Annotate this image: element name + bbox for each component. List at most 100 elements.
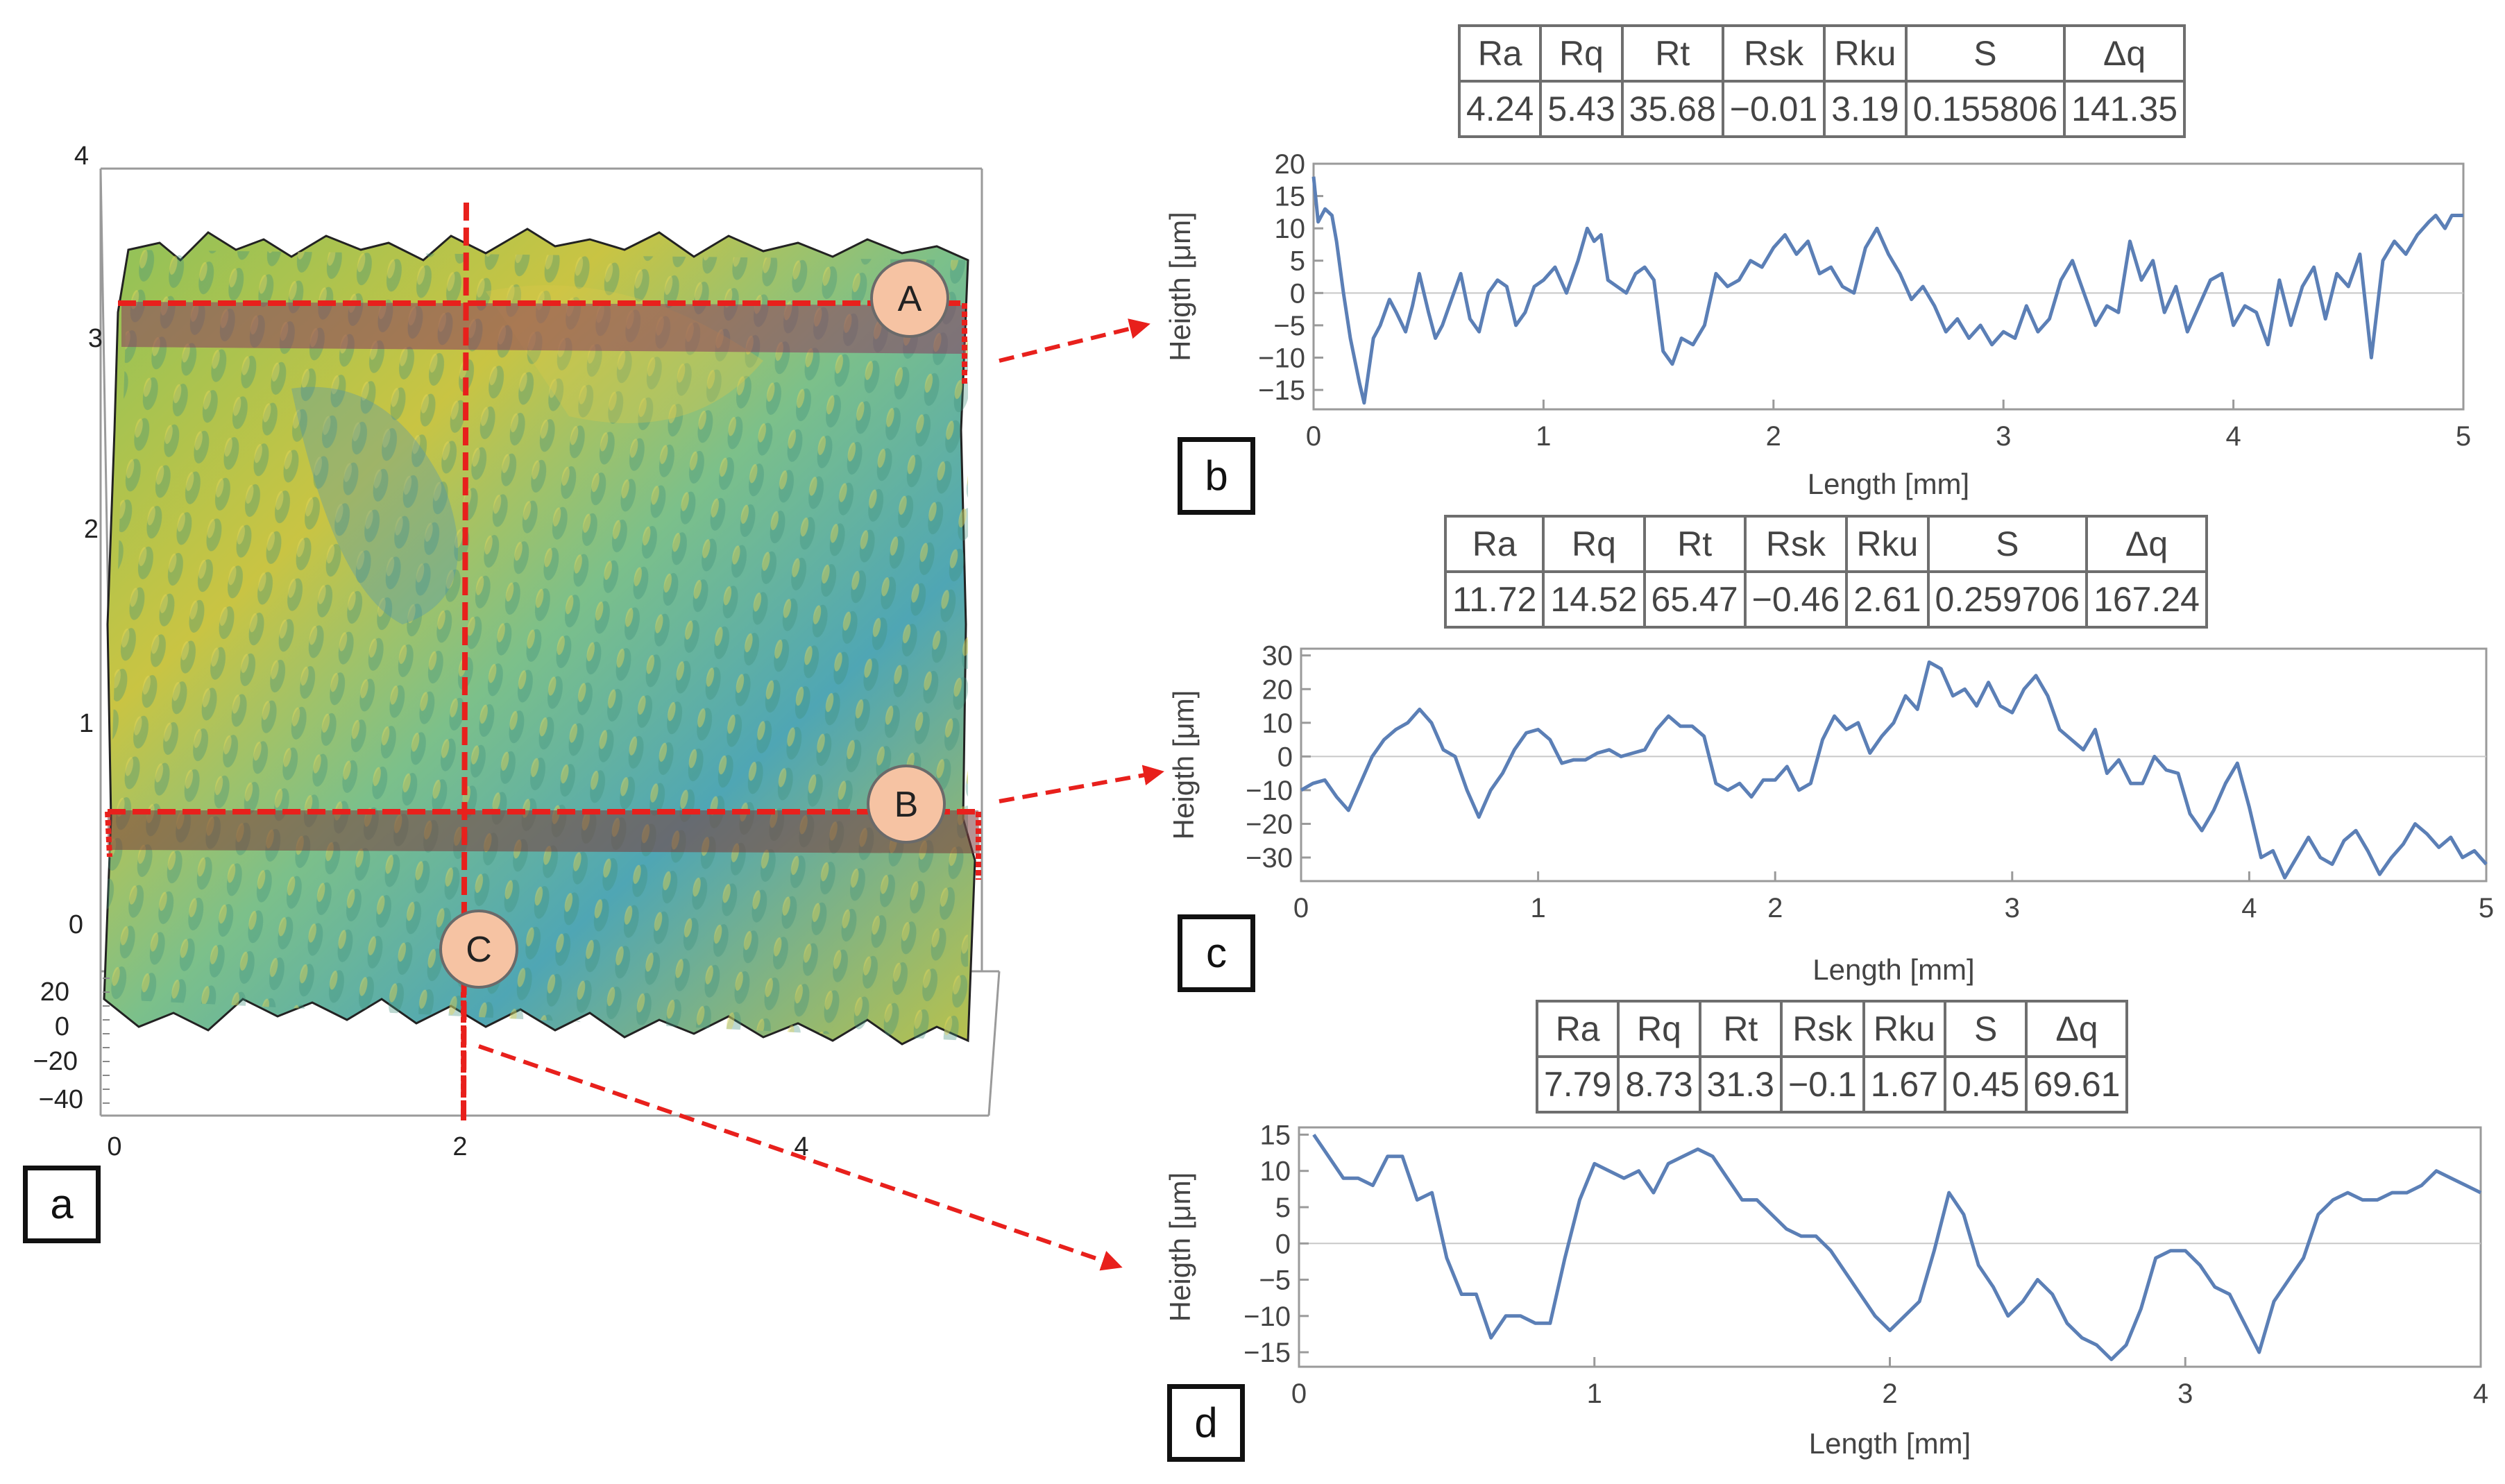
x-axis-label: Length [mm] [1808,468,1969,500]
y-tick-2: 2 [84,515,99,544]
plot-frame [1312,162,2465,411]
header-dq: Δq [2025,1000,2129,1058]
x-tick-label: 4 [2241,893,2257,923]
marker-a: A [870,259,949,338]
z-tick-neg20: −20 [33,1047,78,1076]
x-tick-label: 4 [2225,421,2241,452]
connector-arrows [478,318,1164,1271]
header-rku: Rku [1823,24,1908,83]
header-dq: Δq [2085,515,2208,573]
panel-label-d: d [1167,1384,1245,1462]
value-ra: 7.79 [1535,1055,1620,1114]
section-band-a [121,302,966,354]
x-tick-label: 2 [1766,421,1781,452]
param-table-b: Ra Rq Rt Rsk Rku S Δq 4.24 5.43 35.68 −0… [1457,24,2186,138]
arrow-to-c [999,765,1164,803]
value-dq: 167.24 [2085,570,2208,629]
profile-line [1312,1134,2482,1361]
x-tick-label: 3 [2005,893,2020,923]
value-rt: 35.68 [1620,80,1724,138]
y-tick-label: −10 [1246,776,1293,806]
value-s: 0.259706 [1926,570,2089,629]
y-tick-label: 15 [1260,1120,1291,1150]
marker-b-label: B [894,785,919,825]
header-s: S [1926,515,2089,573]
header-rku: Rku [1845,515,1930,573]
param-header-row: Ra Rq Rt Rsk Rku S Δq [1457,24,2186,83]
surface-3d-panel: 4 3 2 1 0 20 0 −20 −40 0 2 4 A [33,142,1001,1161]
surface-texture [104,250,968,1041]
y-tick-label: −15 [1258,375,1305,406]
z-tick-neg40: −40 [39,1085,83,1114]
profile-line [1300,660,2488,880]
value-rsk: −0.1 [1779,1055,1865,1114]
y-tick-label: 20 [1262,674,1293,705]
y-tick-label: −30 [1246,843,1293,873]
x-tick-label: 5 [2479,893,2494,923]
header-rt: Rt [1620,24,1724,83]
y-tick-label: −10 [1258,343,1305,373]
param-header-row: Ra Rq Rt Rsk Rku S Δq [1443,515,2208,573]
x-tick-label: 1 [1536,421,1551,452]
header-ra: Ra [1535,1000,1620,1058]
y-tick-label: 5 [1275,1193,1291,1223]
marker-c: C [439,910,518,989]
param-table-c: Ra Rq Rt Rsk Rku S Δq 11.72 14.52 65.47 … [1443,515,2208,629]
y-tick-label: 0 [1277,742,1293,772]
y-tick-label: 10 [1275,214,1306,244]
y-tick-0: 0 [69,910,83,939]
panel-label-a: a [23,1166,101,1243]
axis-ticks-vertical: 4 3 2 1 0 [69,142,103,939]
x-tick-label: 5 [2456,421,2471,452]
profile-chart-d: 0 1 2 3 4 −15 −10 −5 0 5 10 15 Length [mm] Heigth [μm… [1164,1120,2488,1460]
profile-line [1311,176,2463,405]
header-ra: Ra [1457,24,1543,83]
surface-shade-valley [291,386,458,624]
header-rt: Rt [1642,515,1747,573]
y-tick-label: 0 [1275,1229,1291,1259]
value-rku: 1.67 [1862,1055,1947,1114]
y-tick-label: 15 [1275,182,1306,212]
arrow-to-d [478,1044,1123,1271]
y-axis-label: Heigth [μm] [1167,690,1200,840]
x-tick-label: 1 [1530,893,1545,923]
header-s: S [1944,1000,2028,1058]
value-rsk: −0.01 [1721,80,1826,138]
y-tick-label: 30 [1262,641,1293,672]
value-s: 0.45 [1944,1055,2028,1114]
x-tick-2: 2 [452,1132,467,1161]
value-ra: 4.24 [1457,80,1543,138]
header-s: S [1904,24,2066,83]
y-tick-label: 10 [1262,708,1293,739]
axis-ticks-height: 20 0 −20 −40 [33,978,83,1114]
marker-c-label: C [466,930,492,970]
z-tick-20: 20 [40,978,69,1007]
x-axis-label: Length [mm] [1812,953,1974,986]
param-value-row: 11.72 14.52 65.47 −0.46 2.61 0.259706 16… [1443,570,2208,629]
x-tick-label: 0 [1306,421,1321,452]
panel-label-b: b [1178,437,1255,515]
y-tick-label: −20 [1246,809,1293,839]
param-table-d: Ra Rq Rt Rsk Rku S Δq 7.79 8.73 31.3 −0.… [1535,1000,2129,1114]
plot-frame [1298,1126,2482,1368]
header-dq: Δq [2063,24,2186,83]
x-tick-label: 1 [1587,1379,1602,1409]
x-tick-label: 4 [2473,1379,2488,1409]
value-rku: 3.19 [1823,80,1908,138]
value-dq: 69.61 [2025,1055,2129,1114]
y-tick-label: −10 [1243,1302,1291,1332]
header-ra: Ra [1443,515,1545,573]
value-rt: 31.3 [1698,1055,1783,1114]
header-rsk: Rsk [1743,515,1849,573]
x-axis-label: Length [mm] [1809,1427,1971,1460]
x-tick-label: 3 [2177,1379,2193,1409]
x-tick-label: 0 [1291,1379,1307,1409]
header-rsk: Rsk [1721,24,1826,83]
y-tick-label: −5 [1273,311,1305,341]
y-tick-3: 3 [88,324,103,353]
header-rsk: Rsk [1779,1000,1865,1058]
header-rku: Rku [1862,1000,1947,1058]
x-tick-0: 0 [107,1132,121,1161]
